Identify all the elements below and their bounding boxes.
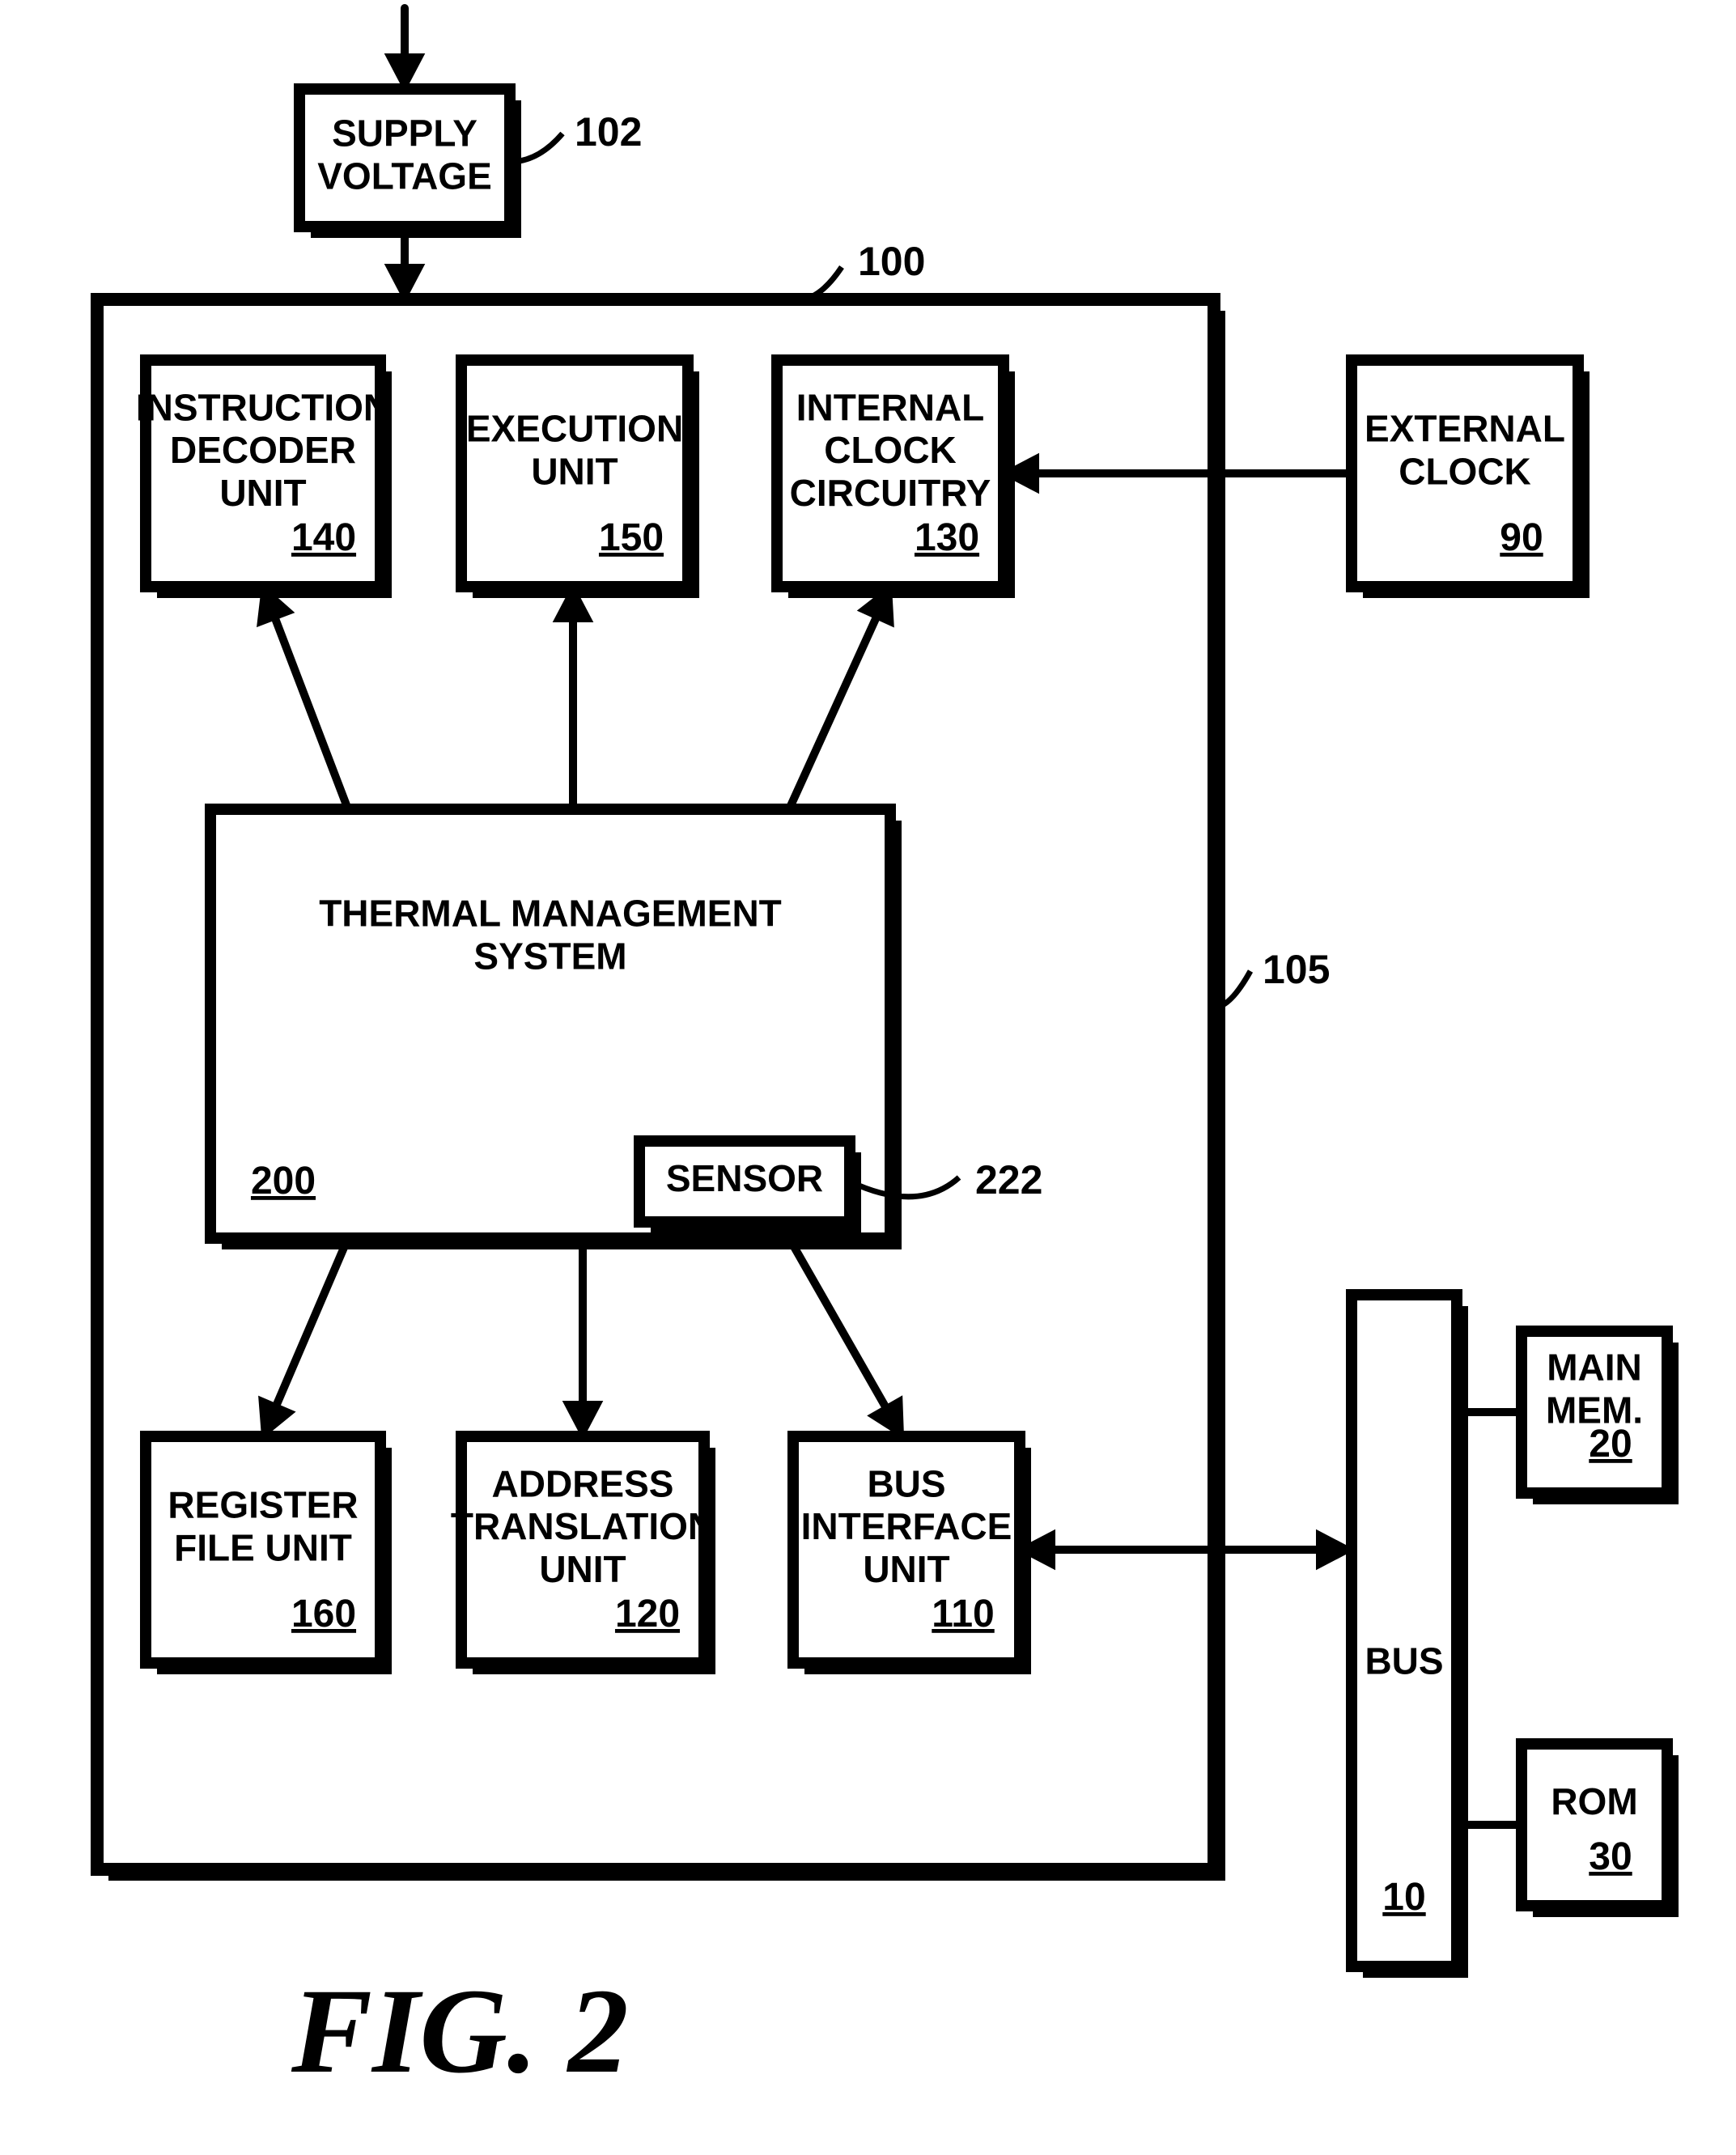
internal_clock-label: INTERNAL [796, 386, 985, 428]
instruction_decoder-label: DECODER [170, 429, 356, 471]
main_mem-label: MAIN [1547, 1347, 1642, 1389]
execution_unit-ref: 150 [599, 516, 664, 559]
rom-ref: 30 [1589, 1835, 1632, 1878]
sensor-callout: 222 [975, 1157, 1042, 1203]
sensor-label: SENSOR [666, 1157, 823, 1199]
instruction_decoder-ref: 140 [291, 516, 356, 559]
instruction_decoder-label: UNIT [219, 472, 306, 514]
execution_unit-label: UNIT [531, 451, 618, 493]
thermal_mgmt-label: THERMAL MANAGEMENT [319, 893, 782, 935]
diagram-root: 100SUPPLYVOLTAGE102INSTRUCTIONDECODERUNI… [0, 0, 1736, 2155]
supply_voltage-label: VOLTAGE [317, 155, 492, 197]
address_translation-label: UNIT [539, 1548, 626, 1590]
internal_clock-label: CLOCK [824, 429, 957, 471]
rom-label: ROM [1551, 1780, 1637, 1822]
rom-box [1522, 1744, 1679, 1917]
figure-label: FIG. 2 [291, 1964, 629, 2098]
main_mem-ref: 20 [1589, 1423, 1632, 1466]
bus_interface-label: BUS [867, 1462, 945, 1504]
register_file-label: REGISTER [168, 1484, 358, 1526]
bus_interface-label: INTERFACE [801, 1505, 1012, 1547]
internal_clock-ref: 130 [915, 516, 979, 559]
callout-100: 100 [858, 239, 925, 284]
instruction_decoder-label: INSTRUCTION [136, 386, 390, 428]
thermal_mgmt-ref: 200 [251, 1160, 316, 1203]
supply_voltage-callout: 102 [575, 109, 642, 155]
register_file-ref: 160 [291, 1593, 356, 1635]
supply_voltage-label: SUPPLY [332, 112, 478, 155]
external_clock-ref: 90 [1500, 516, 1543, 559]
external_clock-label: EXTERNAL [1365, 408, 1565, 450]
internal_clock-label: CIRCUITRY [790, 472, 991, 514]
register_file-label: FILE UNIT [174, 1527, 352, 1569]
bus-label: BUS [1365, 1640, 1443, 1682]
bus_interface-label: UNIT [863, 1548, 949, 1590]
callout-105: 105 [1263, 947, 1330, 992]
address_translation-ref: 120 [615, 1593, 680, 1635]
address_translation-label: ADDRESS [492, 1462, 674, 1504]
address_translation-label: TRANSLATION [451, 1505, 715, 1547]
bus-ref: 10 [1382, 1876, 1425, 1919]
thermal_mgmt-label: SYSTEM [473, 935, 626, 978]
external_clock-label: CLOCK [1399, 451, 1531, 493]
bus_interface-ref: 110 [932, 1593, 994, 1635]
execution_unit-label: EXECUTION [466, 408, 683, 450]
